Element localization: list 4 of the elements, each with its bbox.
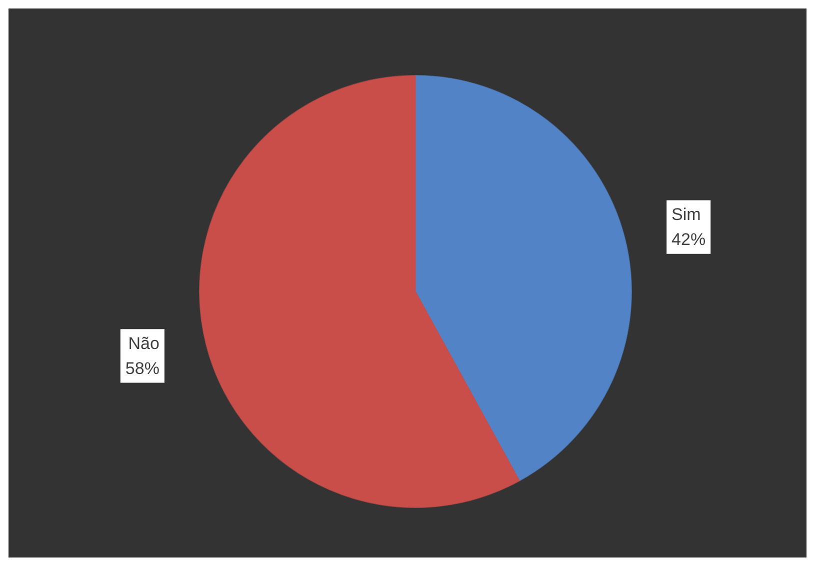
slice-label: Não [128,334,160,354]
data-label: 42% [672,230,706,249]
slice-label: Sim [672,205,701,224]
data-label: 58% [125,358,160,378]
